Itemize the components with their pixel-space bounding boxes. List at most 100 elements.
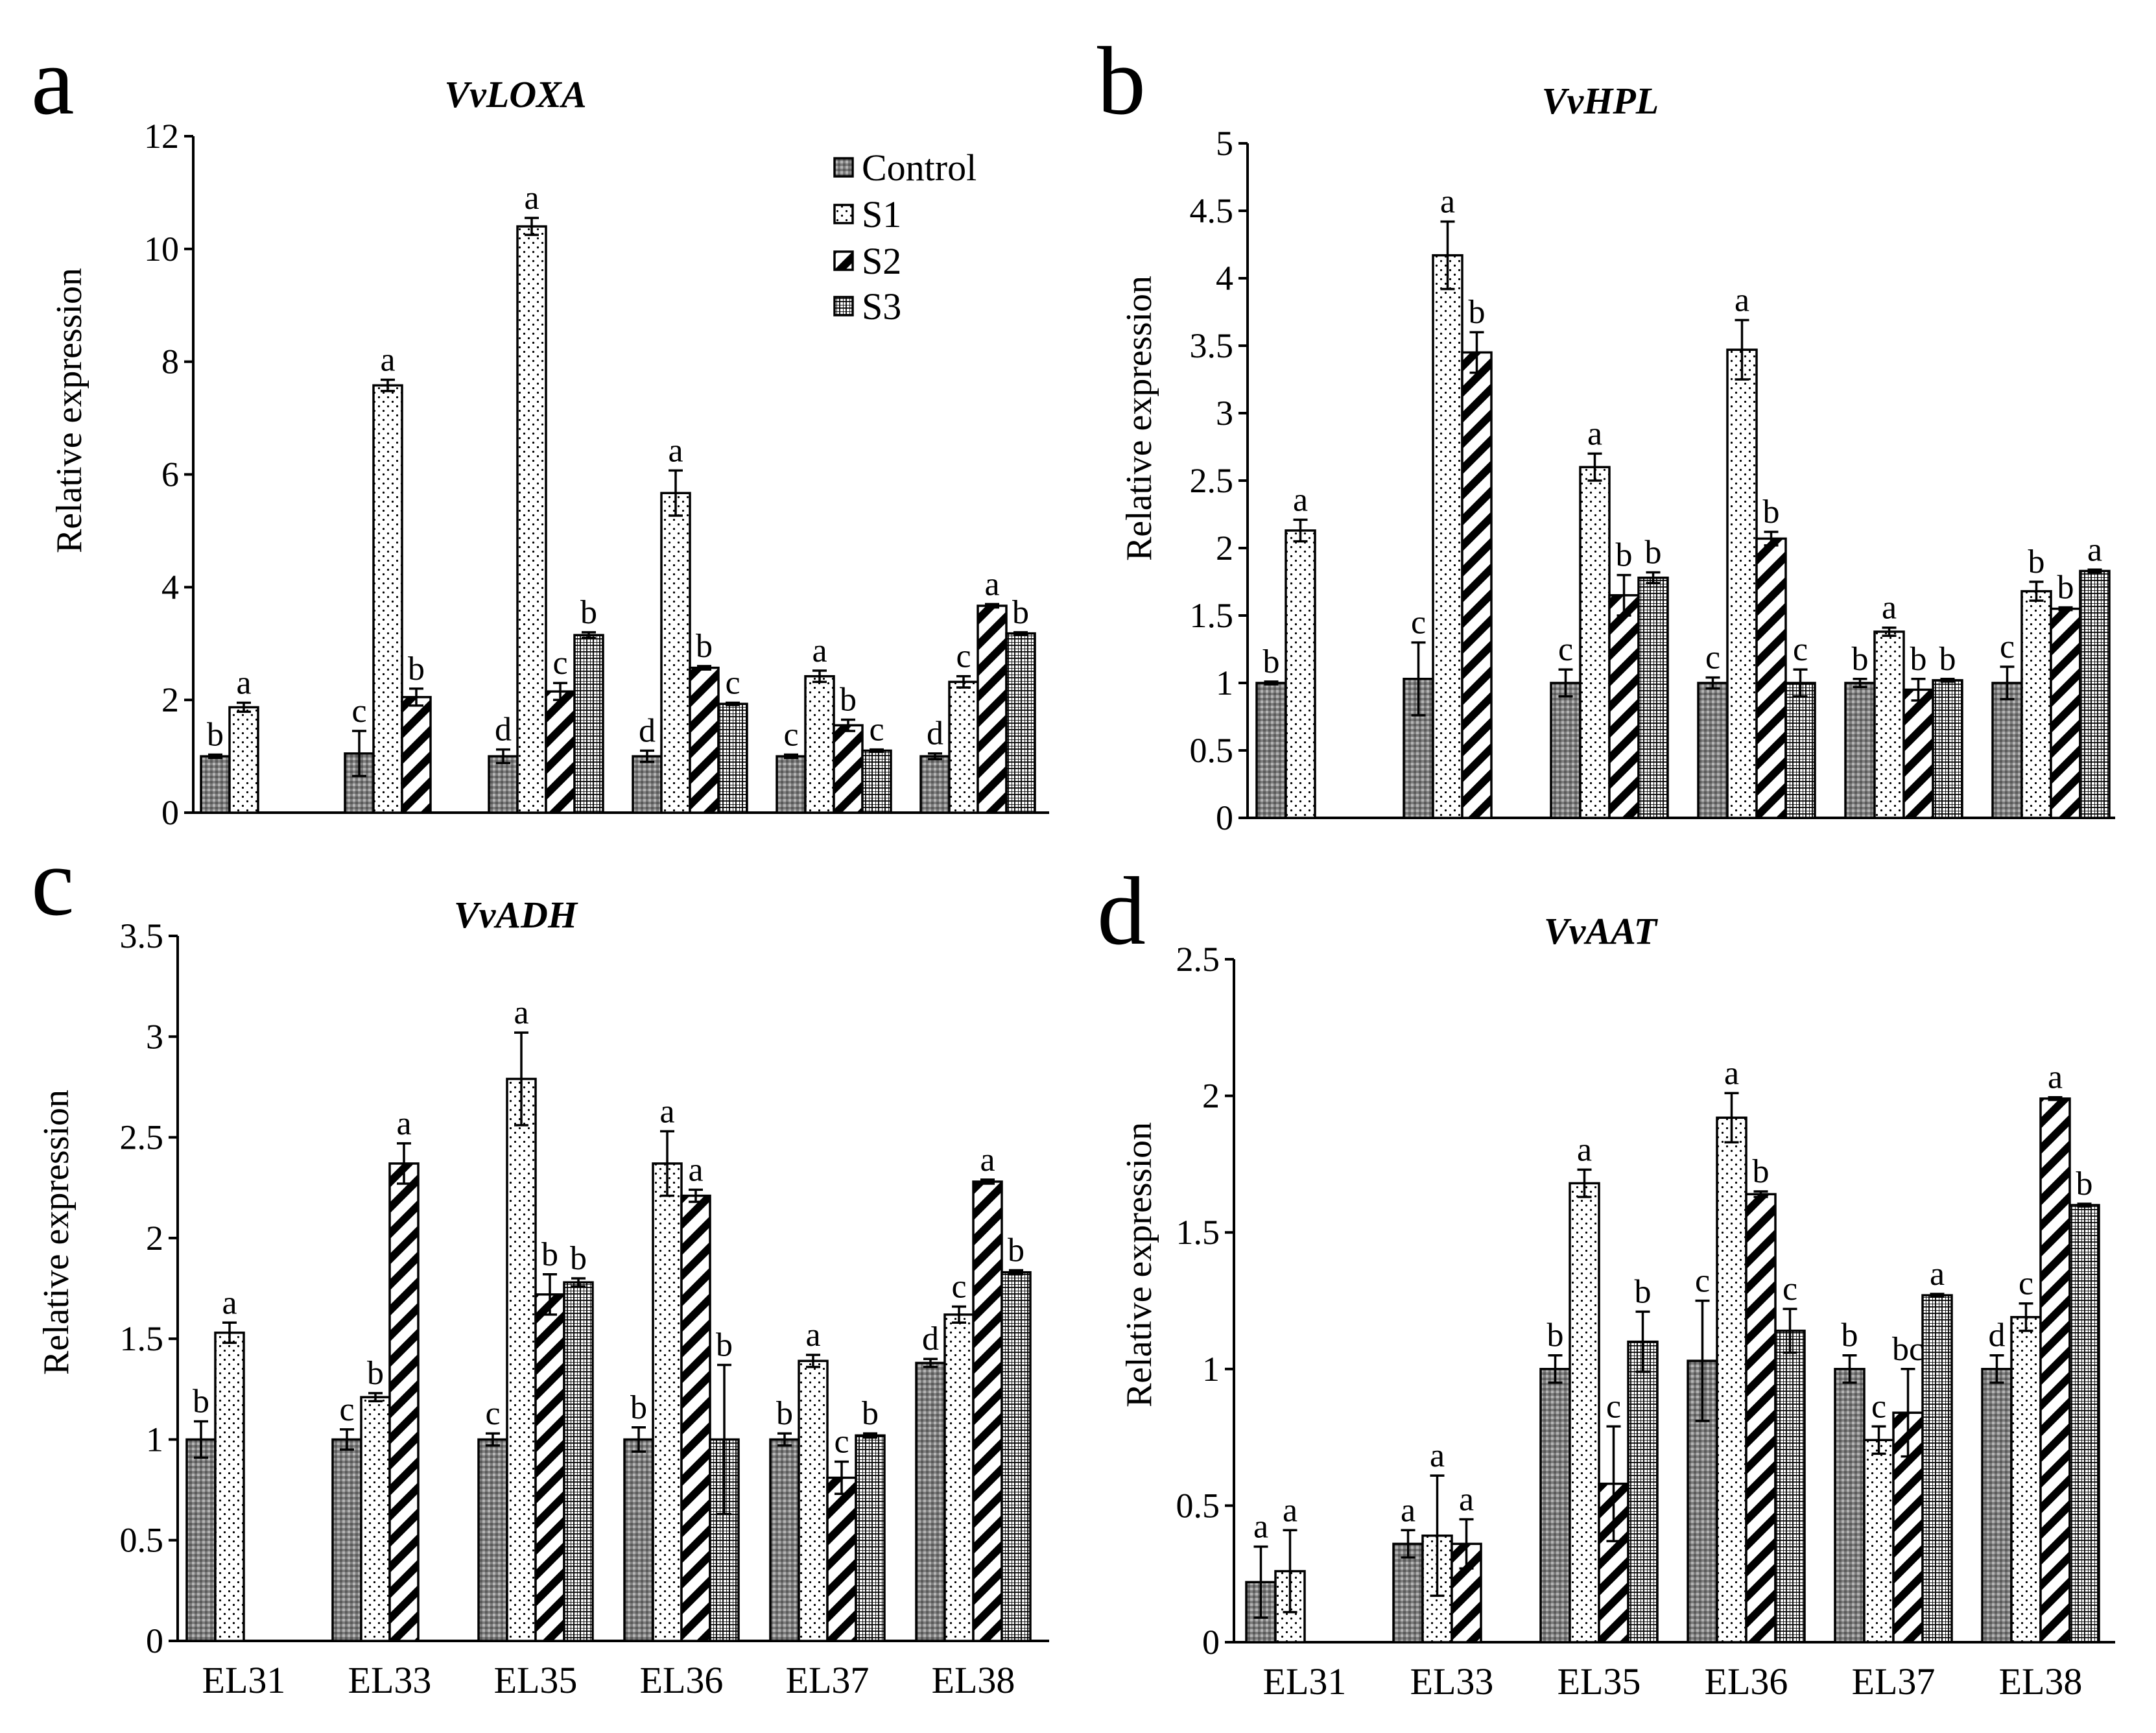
y-tick-label: 2 [1216,529,1233,568]
error-bar [1940,678,1955,683]
bar-s2 [1755,537,1787,819]
significance-label: a [380,341,395,378]
bar-s1 [1716,1116,1747,1643]
significance-label: b [541,1236,558,1273]
panel-letter: c [31,828,75,936]
bar-s1 [804,675,835,814]
error-bar [1842,1354,1857,1384]
significance-label: a [688,1151,703,1188]
y-tick-label: 8 [161,342,179,381]
bar-group-el36: d a bc [632,432,748,814]
x-tick-label: EL37 [1852,1660,1936,1703]
error-bar [397,1142,411,1185]
significance-label: c [834,1424,849,1461]
error-bar [1293,518,1308,543]
error-bar [784,753,798,759]
error-bar [1930,1293,1945,1298]
legend-label-s2: S2 [862,240,901,282]
x-tick-label: EL35 [494,1659,578,1701]
legend-item-s3: S3 [833,285,901,328]
error-bar [553,682,567,701]
bar-s3 [861,749,892,814]
significance-label: b [1852,641,1869,678]
significance-label: c [485,1395,500,1432]
y-tick-label: 1.5 [120,1319,164,1358]
error-bar [381,378,395,392]
error-bar [777,1432,792,1447]
bar-s2 [977,604,1008,814]
significance-label: a [1430,1437,1445,1474]
y-tick-label: 6 [161,455,179,494]
y-tick-label: 2.5 [120,1118,164,1157]
bar-s3 [1784,682,1816,819]
bar-group-el38: d cab [919,566,1036,814]
y-tick-label: 1 [1202,1350,1220,1389]
bar-control [1255,682,1287,819]
error-bar [496,748,510,765]
bar-s3 [1627,1340,1659,1643]
legend-label-control: Control [862,147,977,189]
y-axis-label: Relative expression [49,268,89,553]
significance-label: c [1783,1271,1797,1308]
significance-label: a [1401,1492,1416,1529]
bar-group-el36: c a b c [1687,1055,1806,1643]
significance-label: b [696,628,713,665]
legend: Control S1 S2 S3 [833,147,977,328]
chart-title: VvADH [454,894,578,936]
error-bar [669,469,683,517]
bar-control [623,1438,654,1642]
significance-label: d [1989,1317,2006,1354]
significance-label: d [639,712,656,749]
error-bar [340,1428,354,1451]
significance-label: c [951,1268,966,1305]
significance-label: c [1695,1263,1710,1300]
bar-s3 [1001,1271,1032,1642]
bar-s2 [833,724,864,814]
error-bar [1901,1368,1915,1458]
bar-s2 [972,1180,1003,1642]
bar-s2 [388,1162,420,1642]
significance-label: a [1293,481,1308,518]
bar-group-el33: c a b [1403,184,1493,819]
bar-s2 [680,1194,711,1642]
y-tick-label: 3 [1216,394,1233,433]
error-bar [1411,641,1426,717]
significance-label: a [524,180,539,217]
bar-s1 [1569,1182,1600,1643]
bar-control [919,755,951,814]
bar-control [1697,682,1729,819]
significance-label: a [1930,1256,1945,1293]
significance-label: bc [1892,1331,1924,1368]
legend-swatch-s1 [833,204,854,224]
significance-label: a [1577,1131,1592,1168]
significance-label: a [236,665,251,702]
significance-label: b [1469,294,1486,331]
significance-label: b [1012,594,1029,631]
significance-label: a [514,994,528,1031]
significance-label: b [1616,537,1633,574]
error-bar [1469,331,1484,374]
y-tick-label: 0 [146,1621,163,1660]
bar-group-el33: cb a [331,1105,420,1642]
significance-label: c [1871,1388,1886,1425]
bar-group-el31: ba [185,1284,245,1642]
x-tick-label: EL38 [932,1659,1015,1701]
bar-s2 [826,1476,857,1642]
bar-s1 [1726,348,1758,819]
error-bar [1430,1474,1445,1597]
panel-d: d VvAAT Relative expression 0 0.5 1 1.5 2 2.5… [1097,857,2115,1703]
bar-control [1981,1368,2013,1643]
bar-s1 [506,1077,537,1642]
y-tick-label: 1 [146,1420,163,1459]
bar-s2 [2039,1097,2071,1643]
x-tick-label: EL37 [786,1659,870,1701]
bar-control [776,755,807,814]
chart-title: VvAAT [1544,910,1659,952]
y-tick-label: 0 [161,793,179,832]
significance-label: b [570,1240,587,1277]
error-bar [2077,1202,2092,1208]
y-axis-label: Relative expression [1119,1122,1159,1407]
y-tick-label: 2 [1202,1077,1220,1116]
